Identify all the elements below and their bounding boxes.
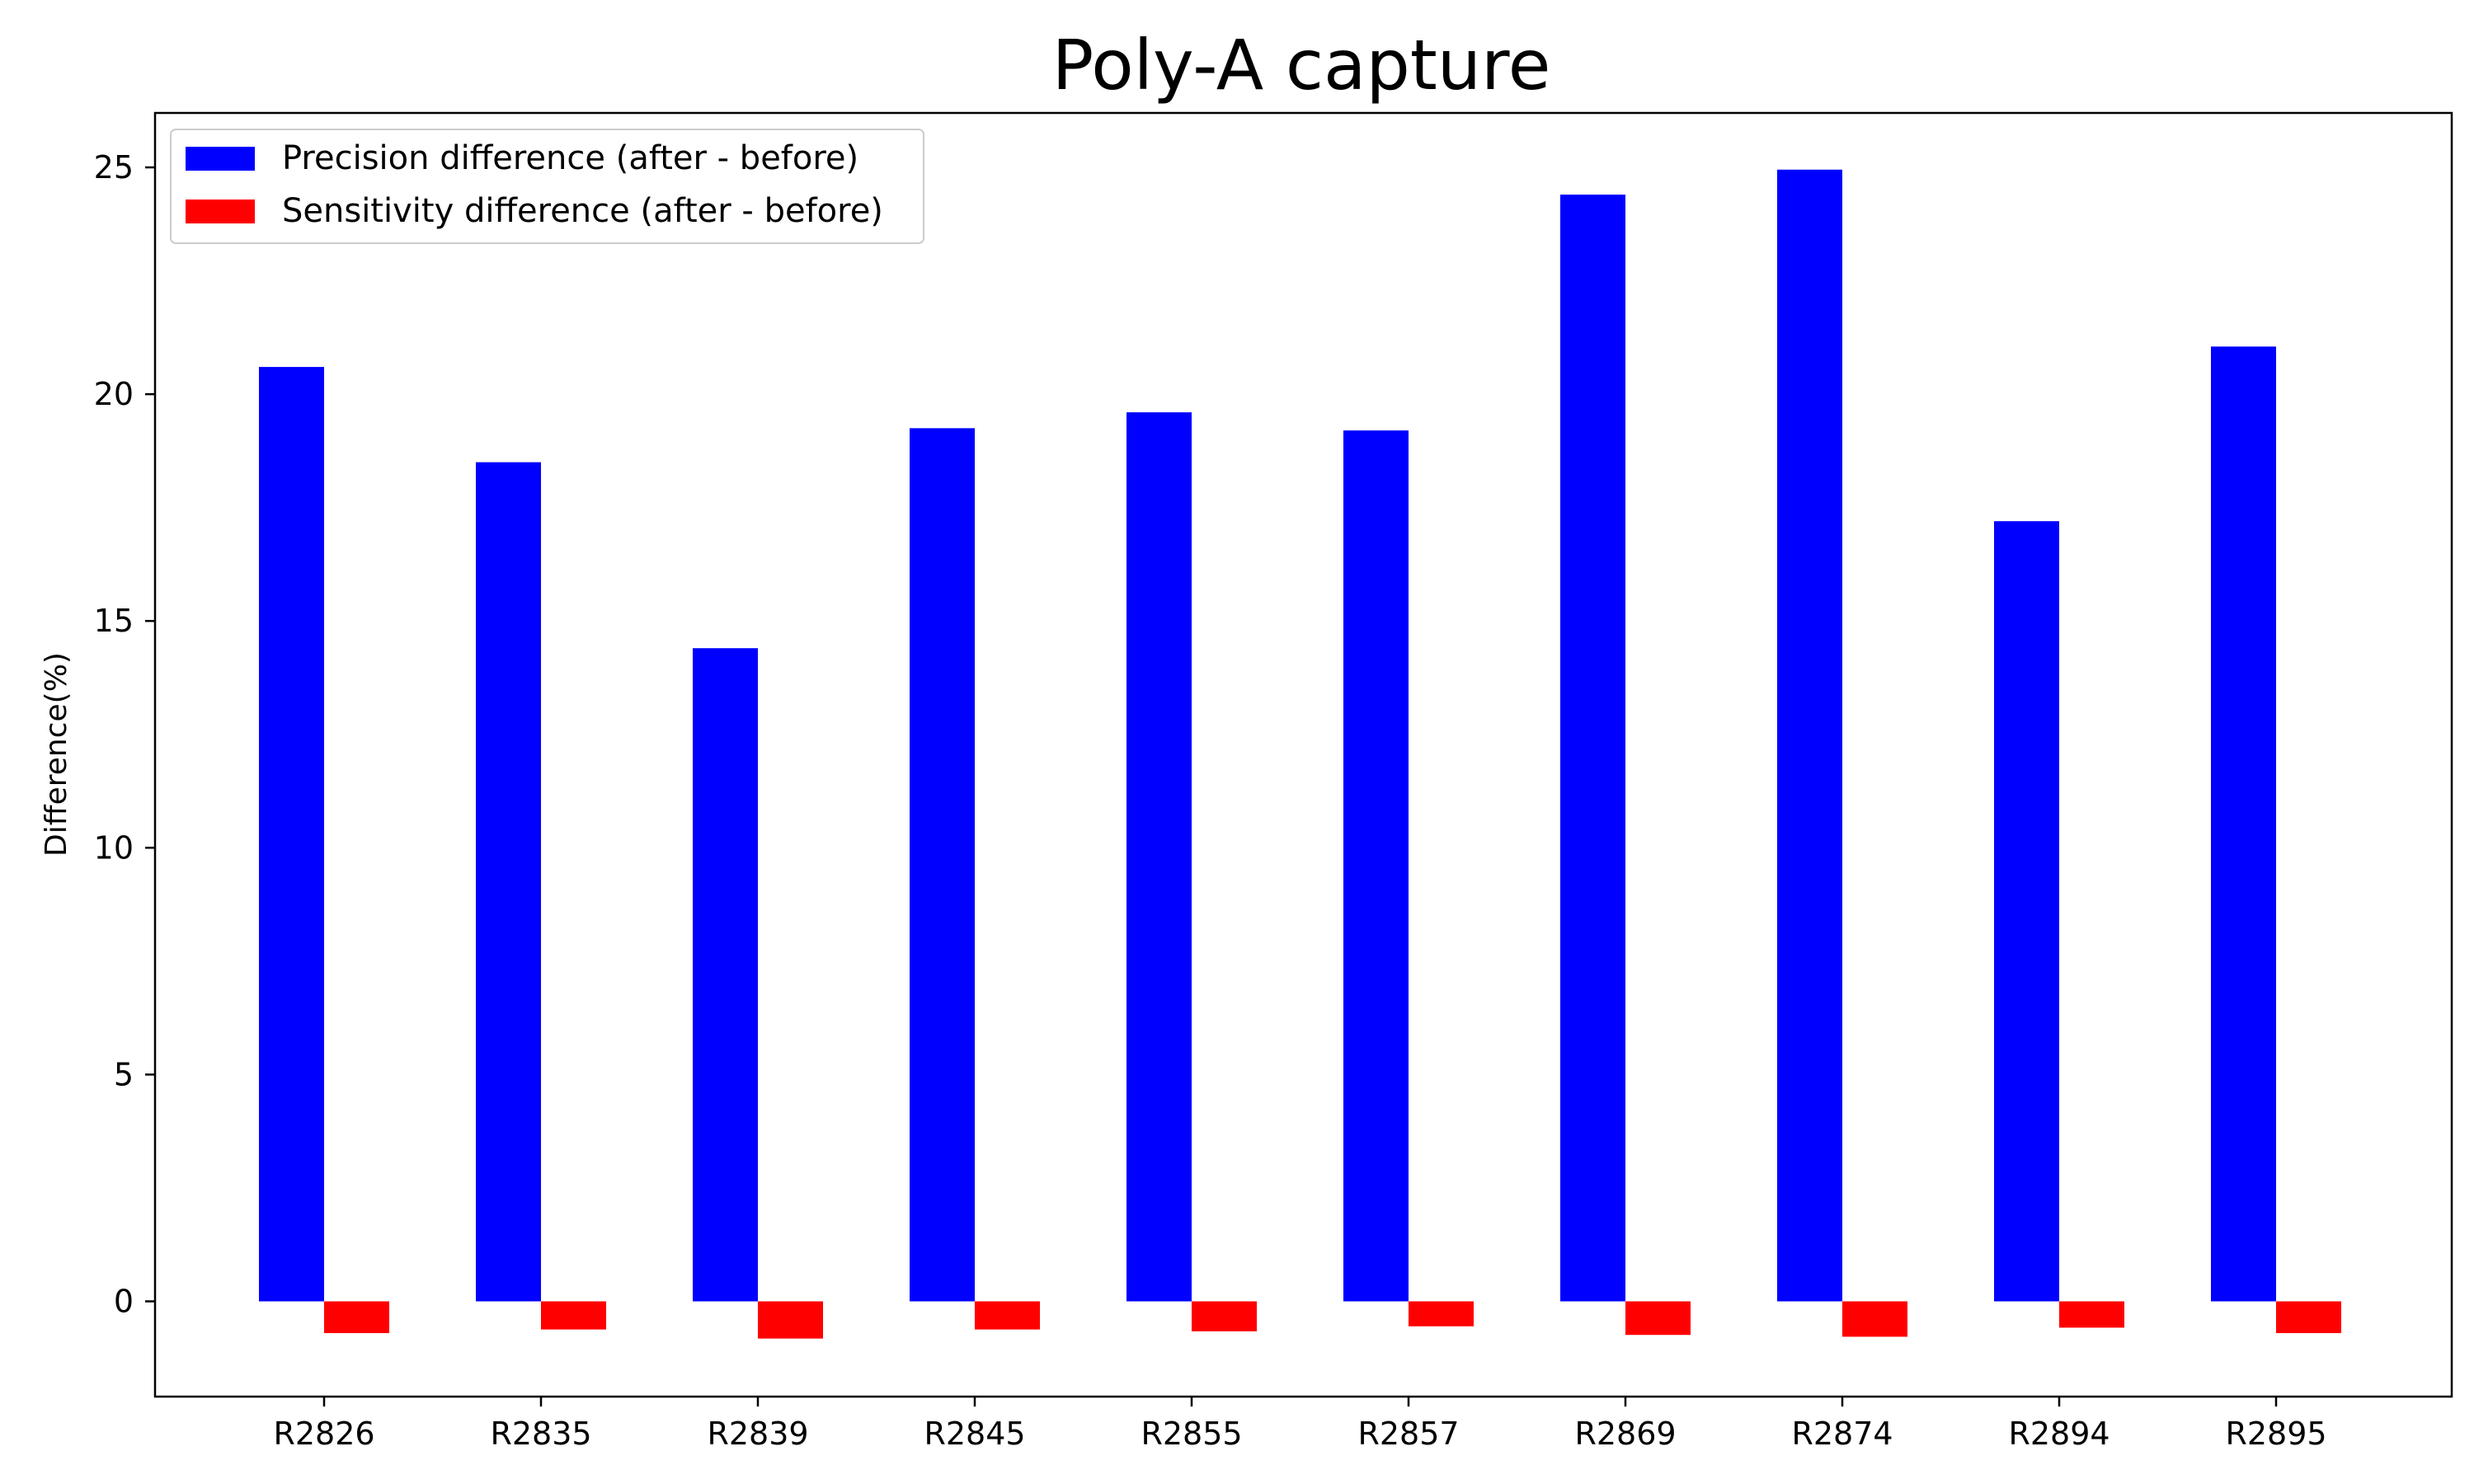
bars-layer bbox=[259, 169, 2341, 1339]
y-tick-label: 0 bbox=[114, 1283, 134, 1319]
bar-sensitivity-R2894 bbox=[2059, 1301, 2124, 1328]
bar-precision-R2895 bbox=[2211, 346, 2276, 1302]
legend-label-sensitivity: Sensitivity difference (after - before) bbox=[282, 192, 883, 230]
bar-sensitivity-R2857 bbox=[1409, 1301, 1474, 1327]
bar-precision-R2857 bbox=[1343, 430, 1409, 1302]
y-tick-label: 5 bbox=[114, 1056, 134, 1092]
bar-precision-R2845 bbox=[910, 428, 975, 1302]
bar-precision-R2855 bbox=[1126, 412, 1192, 1302]
x-tick-label: R2869 bbox=[1574, 1416, 1676, 1452]
plot-frame bbox=[153, 111, 2453, 1398]
bar-precision-R2874 bbox=[1777, 169, 1842, 1302]
legend: Precision difference (after - before) Se… bbox=[170, 129, 924, 244]
legend-swatch-sensitivity bbox=[186, 200, 255, 223]
bar-precision-R2839 bbox=[693, 648, 758, 1302]
bar-precision-R2835 bbox=[476, 462, 541, 1302]
x-tick-label: R2894 bbox=[2008, 1416, 2109, 1452]
bar-precision-R2826 bbox=[259, 367, 324, 1302]
bar-sensitivity-R2895 bbox=[2276, 1301, 2341, 1333]
y-tick-label: 10 bbox=[94, 829, 134, 866]
y-axis: 0 5 10 15 20 25 bbox=[94, 149, 155, 1319]
x-tick-label: R2826 bbox=[273, 1416, 374, 1452]
legend-label-precision: Precision difference (after - before) bbox=[282, 139, 858, 177]
legend-box bbox=[170, 129, 924, 244]
y-tick-label: 15 bbox=[94, 603, 134, 639]
bar-sensitivity-R2869 bbox=[1625, 1301, 1691, 1336]
chart-title: Poly-A capture bbox=[1052, 25, 1551, 106]
bar-sensitivity-R2835 bbox=[541, 1301, 606, 1330]
bar-sensitivity-R2826 bbox=[324, 1301, 389, 1333]
bar-sensitivity-R2845 bbox=[975, 1301, 1040, 1330]
x-tick-label: R2857 bbox=[1357, 1416, 1459, 1452]
bar-precision-R2894 bbox=[1994, 521, 2059, 1302]
bar-precision-R2869 bbox=[1560, 195, 1625, 1302]
y-axis-label: Difference(%) bbox=[40, 652, 73, 857]
bar-sensitivity-R2855 bbox=[1192, 1301, 1257, 1331]
legend-swatch-precision bbox=[186, 147, 255, 171]
x-tick-label: R2835 bbox=[490, 1416, 591, 1452]
x-tick-label: R2839 bbox=[707, 1416, 808, 1452]
bar-sensitivity-R2839 bbox=[758, 1301, 823, 1339]
y-tick-label: 25 bbox=[94, 149, 134, 186]
x-axis: R2826 R2835 R2839 R2845 R2855 R2857 R2869 R2874… bbox=[273, 1397, 2327, 1452]
x-tick-label: R2895 bbox=[2225, 1416, 2326, 1452]
bar-sensitivity-R2874 bbox=[1842, 1301, 1907, 1337]
x-tick-label: R2845 bbox=[924, 1416, 1025, 1452]
x-tick-label: R2874 bbox=[1791, 1416, 1893, 1452]
y-tick-label: 20 bbox=[94, 376, 134, 412]
x-tick-label: R2855 bbox=[1141, 1416, 1242, 1452]
